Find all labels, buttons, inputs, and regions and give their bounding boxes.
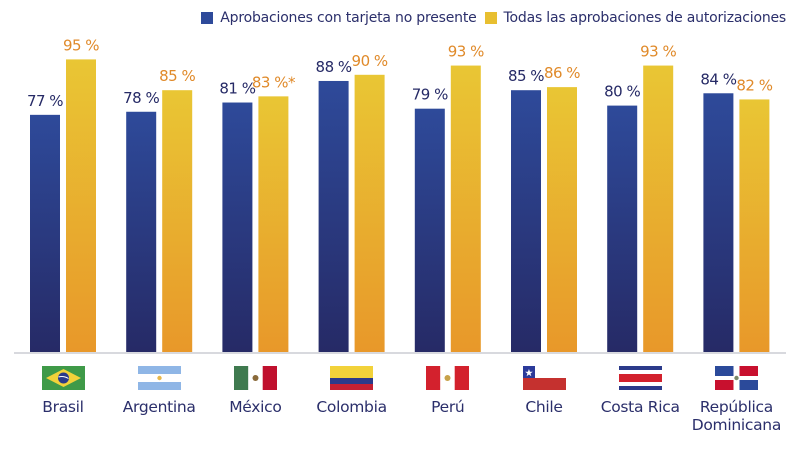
data-label: 83 %* bbox=[252, 73, 296, 91]
category-label-line: Argentina bbox=[122, 398, 196, 416]
bar-all-authorizations bbox=[162, 90, 193, 352]
data-label: 93 % bbox=[640, 43, 676, 61]
bar-all-authorizations bbox=[643, 65, 674, 352]
chart-legend: Aprobaciones con tarjeta no presente Tod… bbox=[193, 10, 786, 26]
legend-swatch-blue bbox=[201, 12, 214, 24]
data-label: 82 % bbox=[736, 76, 772, 94]
legend-swatch-yellow bbox=[484, 12, 497, 24]
category-label: Chile bbox=[489, 398, 599, 416]
bar-card-not-present bbox=[222, 102, 253, 353]
bar-all-authorizations bbox=[354, 74, 385, 353]
category-label-line: Colombia bbox=[316, 398, 387, 416]
bar-all-authorizations bbox=[739, 99, 770, 352]
costa-rica-flag bbox=[618, 366, 662, 390]
data-label: 93 % bbox=[448, 43, 484, 61]
brazil-flag bbox=[41, 366, 85, 390]
data-label: 84 % bbox=[700, 70, 736, 88]
argentina-flag bbox=[137, 366, 181, 390]
bar-all-authorizations bbox=[450, 65, 481, 352]
category-label-line: Chile bbox=[525, 398, 563, 416]
legend-label: Aprobaciones con tarjeta no presente bbox=[220, 10, 477, 26]
data-label: 81 % bbox=[219, 80, 255, 98]
data-label: 77 % bbox=[27, 92, 63, 110]
category-label-line: Dominicana bbox=[691, 416, 782, 434]
peru-flag bbox=[426, 366, 470, 390]
data-label: 88 % bbox=[316, 58, 352, 76]
category-label: Costa Rica bbox=[585, 398, 695, 416]
bar-card-not-present bbox=[607, 105, 638, 352]
bar-all-authorizations bbox=[547, 87, 577, 353]
category-label-line: México bbox=[229, 398, 282, 416]
bar-card-not-present bbox=[511, 90, 541, 352]
data-label: 85 % bbox=[159, 67, 195, 85]
category-label: Perú bbox=[393, 398, 503, 416]
data-label: 79 % bbox=[412, 86, 448, 104]
data-label: 80 % bbox=[604, 83, 640, 101]
category-label: Colombia bbox=[297, 398, 407, 416]
legend-item-all-authorizations: Todas las aprobaciones de autorizaciones bbox=[484, 10, 787, 26]
legend-item-card-not-present: Aprobaciones con tarjeta no presente bbox=[201, 10, 477, 26]
data-label: 85 % bbox=[508, 67, 544, 85]
category-label-line: Costa Rica bbox=[600, 398, 680, 416]
category-label: República Dominicana bbox=[681, 398, 791, 434]
category-label: Argentina bbox=[104, 398, 214, 416]
bar-all-authorizations bbox=[258, 96, 289, 352]
chile-flag bbox=[522, 366, 566, 390]
data-label: 90 % bbox=[352, 52, 388, 70]
data-label: 78 % bbox=[123, 89, 159, 107]
bar-card-not-present bbox=[414, 108, 445, 353]
bar-card-not-present bbox=[703, 93, 734, 352]
bar-card-not-present bbox=[30, 114, 60, 352]
bar-card-not-present bbox=[126, 111, 157, 352]
data-label: 95 % bbox=[63, 36, 99, 54]
bar-all-authorizations bbox=[66, 59, 96, 353]
category-label: México bbox=[200, 398, 310, 416]
category-label-line: Brasil bbox=[42, 398, 84, 416]
legend-label: Todas las aprobaciones de autorizaciones bbox=[503, 10, 787, 26]
mexico-flag bbox=[233, 366, 277, 390]
category-label-line: Perú bbox=[431, 398, 465, 416]
category-label-line: República bbox=[699, 398, 773, 416]
bar-card-not-present bbox=[318, 80, 349, 353]
category-label: Brasil bbox=[8, 398, 118, 416]
colombia-flag bbox=[330, 366, 374, 390]
dominican-republic-flag bbox=[714, 366, 758, 390]
data-label: 86 % bbox=[544, 64, 580, 82]
